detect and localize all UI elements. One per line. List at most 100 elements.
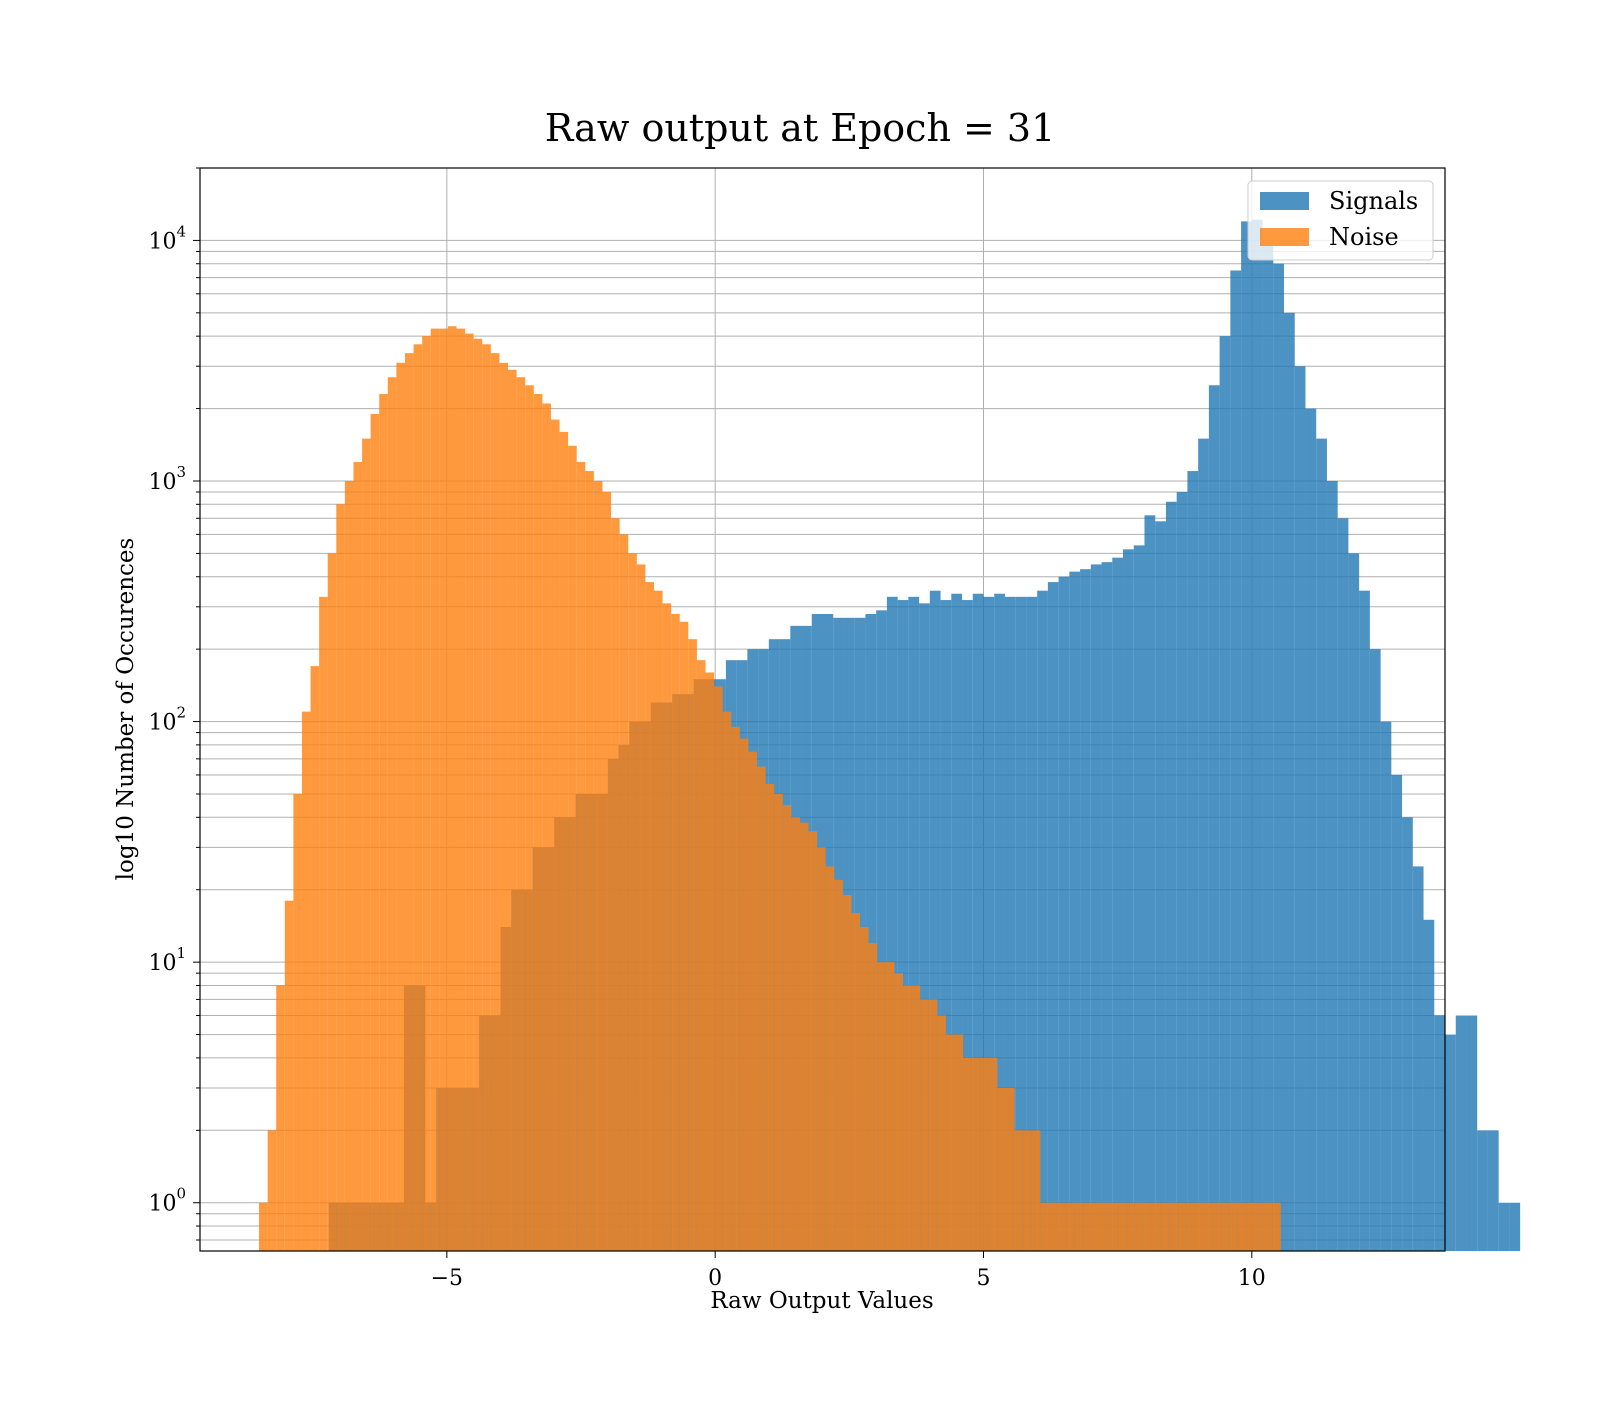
histogram-bar <box>1402 817 1413 1251</box>
histogram-bar <box>259 1202 268 1251</box>
histogram-bar <box>748 751 758 1251</box>
histogram-bar <box>894 973 903 1251</box>
legend-swatch-noise <box>1260 228 1309 246</box>
histogram-bar <box>1123 549 1134 1251</box>
histogram-bar <box>1091 1202 1101 1251</box>
histogram-bar <box>739 738 749 1251</box>
histogram-bar <box>1144 515 1156 1251</box>
histogram-bar <box>1203 1202 1213 1251</box>
histogram-bar <box>439 328 448 1252</box>
series-noise-bars <box>259 326 1281 1252</box>
histogram-bar <box>662 603 672 1251</box>
histogram-bar <box>1100 1202 1110 1251</box>
histogram-bar <box>1014 1130 1024 1251</box>
histogram-bar <box>1023 1130 1032 1251</box>
legend: Signals Noise <box>1247 180 1434 261</box>
chart-title: Raw output at Epoch = 31 <box>545 106 1056 150</box>
histogram-bar <box>1305 408 1317 1251</box>
histogram-bar <box>1294 366 1306 1251</box>
histogram-bar <box>1176 492 1188 1251</box>
histogram-bar <box>473 338 483 1251</box>
histogram-bar <box>876 610 887 1251</box>
histogram-bar <box>1058 576 1070 1251</box>
histogram-bar <box>1109 1202 1118 1251</box>
histogram-bar <box>284 900 294 1251</box>
histogram-bar <box>602 492 612 1251</box>
histogram-bar <box>865 613 877 1251</box>
histogram-bar <box>542 403 551 1251</box>
histogram-bar <box>1262 245 1274 1251</box>
histogram-bar <box>1133 545 1145 1251</box>
histogram-bar <box>490 353 500 1252</box>
histogram-bar <box>860 926 869 1251</box>
histogram-bar <box>868 943 878 1251</box>
histogram-bar <box>1251 219 1263 1252</box>
histogram-bar <box>1187 471 1199 1251</box>
histogram-bar <box>885 962 895 1251</box>
histogram-bar <box>1126 1202 1135 1251</box>
histogram-bar <box>1369 649 1381 1251</box>
y-tick-label: 103 <box>148 463 186 495</box>
histogram-bar <box>267 1130 277 1251</box>
histogram-bar <box>696 660 706 1251</box>
histogram-bar <box>276 985 285 1251</box>
histogram-bar <box>576 461 586 1252</box>
histogram-bar <box>645 582 654 1251</box>
histogram-bar <box>937 1015 946 1251</box>
histogram-bar <box>1273 263 1285 1251</box>
histogram-bar <box>679 621 689 1251</box>
histogram-bar <box>1090 564 1102 1251</box>
histogram-bar <box>1477 1130 1488 1251</box>
histogram-bar <box>1391 774 1403 1251</box>
histogram-bar <box>611 518 620 1251</box>
histogram-bar <box>1026 596 1038 1251</box>
histogram-bar <box>1237 1202 1247 1251</box>
histogram-bar <box>653 590 663 1251</box>
histogram-bar <box>1160 1202 1170 1251</box>
histogram-bar <box>1177 1202 1187 1251</box>
histogram-bar <box>1112 557 1124 1251</box>
y-tick-label: 100 <box>148 1185 186 1217</box>
histogram-bar <box>1048 1202 1058 1251</box>
histogram-bar <box>1047 582 1059 1251</box>
histogram-bar <box>1230 270 1242 1251</box>
y-axis-label: log10 Number of Occurences <box>113 538 139 881</box>
histogram-bar <box>628 553 637 1251</box>
histogram-bar <box>817 847 826 1251</box>
x-axis-label: Raw Output Values <box>710 1288 933 1314</box>
histogram-bar <box>1380 721 1392 1251</box>
histogram-bar <box>951 593 963 1251</box>
legend-label-noise: Noise <box>1329 223 1399 251</box>
histogram-bar <box>908 596 920 1251</box>
histogram-bar <box>765 784 775 1251</box>
histogram-bar <box>362 438 371 1251</box>
histogram-bar <box>353 461 363 1252</box>
histogram-bar <box>1337 518 1349 1251</box>
x-tick-label: 10 <box>1238 1266 1266 1291</box>
histogram-bar <box>1466 1015 1478 1251</box>
histogram-bar <box>808 831 818 1251</box>
histogram-bar <box>1455 1015 1467 1251</box>
histogram-bar <box>705 672 715 1251</box>
histogram-bar <box>945 1034 955 1251</box>
histogram-bar <box>983 596 995 1251</box>
histogram-bar <box>1208 385 1220 1251</box>
histogram-bar <box>336 504 345 1252</box>
histogram-bar <box>954 1034 964 1251</box>
histogram-bar <box>1169 1202 1178 1251</box>
histogram-bar <box>782 805 792 1251</box>
histogram-bar <box>980 1057 989 1251</box>
histogram-bar <box>1241 221 1252 1251</box>
histogram-bar <box>994 593 1005 1251</box>
histogram-bar <box>379 393 388 1251</box>
histogram-bar <box>1359 590 1370 1251</box>
histogram-bar <box>1412 866 1424 1251</box>
histogram-bar <box>714 686 723 1251</box>
histogram-bar <box>1246 1202 1256 1251</box>
histogram-bar <box>1134 1202 1144 1251</box>
y-tick-label: 102 <box>148 704 186 736</box>
histogram-bar <box>919 603 930 1251</box>
histogram-bar <box>1066 1202 1075 1251</box>
histogram-bar <box>1487 1130 1499 1251</box>
histogram-bar <box>1151 1202 1161 1251</box>
